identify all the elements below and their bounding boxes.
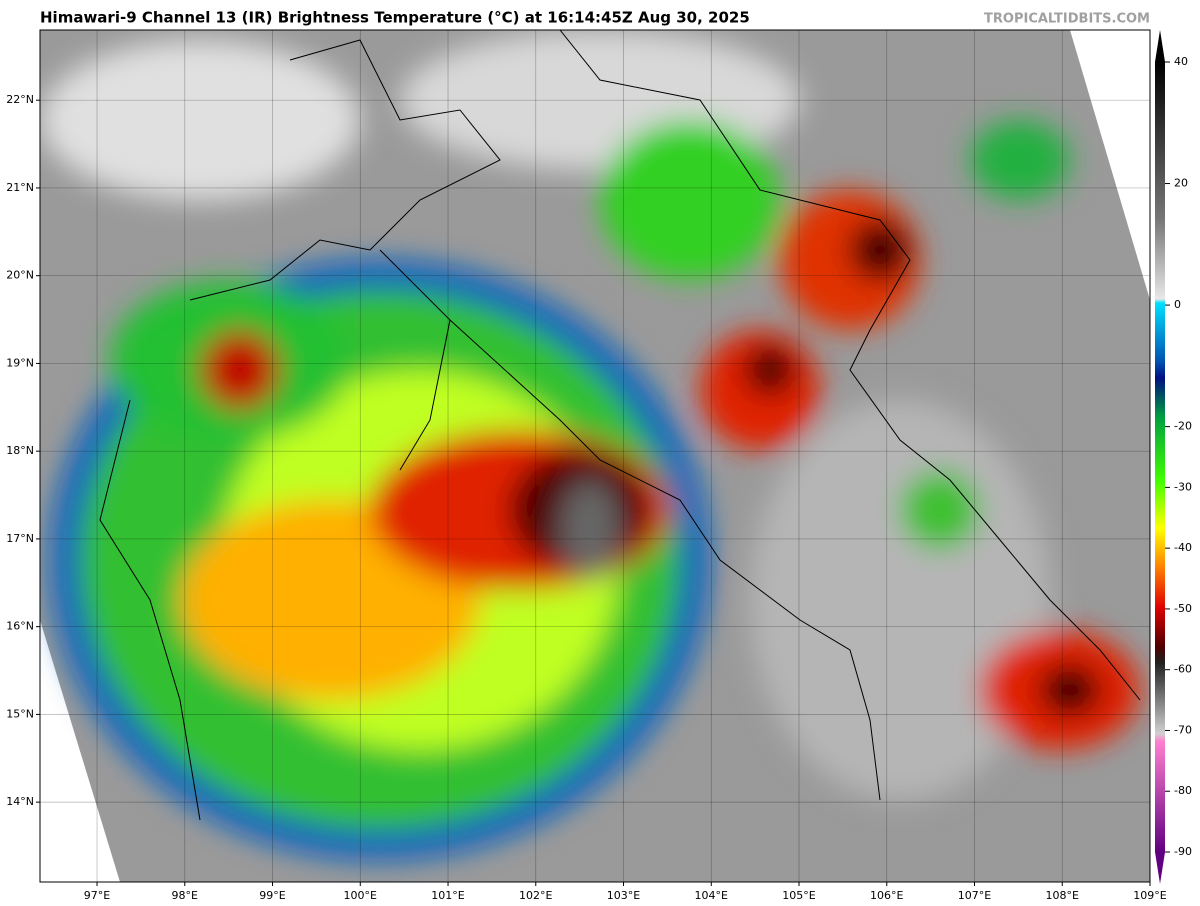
colorbar-tick-label: 40 <box>1174 55 1188 68</box>
x-tick-label: 109°E <box>1133 889 1166 902</box>
colorbar-tick-label: 20 <box>1174 177 1188 190</box>
colorbar-tick-label: -20 <box>1174 420 1192 433</box>
y-tick-label: 15°N <box>6 707 34 720</box>
cloud <box>745 345 795 395</box>
graticule <box>40 30 1151 882</box>
watermark: TROPICALTIDBITS.COM <box>984 12 1150 27</box>
colorbar-tick-label: -40 <box>1174 541 1192 554</box>
x-tick-label: 97°E <box>84 889 110 902</box>
y-tick-label: 19°N <box>6 356 34 369</box>
x-tick-label: 100°E <box>344 889 377 902</box>
colorbar-tick-label: -50 <box>1174 602 1192 615</box>
no-data <box>1070 30 1150 300</box>
satellite-image <box>40 30 1150 882</box>
colorbar-tick-label: -30 <box>1174 480 1192 493</box>
y-tick-label: 18°N <box>6 444 34 457</box>
colorbar-extend-bottom <box>1155 852 1165 884</box>
y-tick-label: 20°N <box>6 269 34 282</box>
colorbar-tick-label: -60 <box>1174 663 1192 676</box>
cloud <box>200 330 280 410</box>
x-tick-label: 108°E <box>1046 889 1079 902</box>
cloud-tops <box>40 30 1140 860</box>
borders <box>99 30 1141 821</box>
colorbar <box>1155 62 1165 852</box>
title: Himawari-9 Channel 13 (IR) Brightness Te… <box>40 9 750 27</box>
cloud <box>900 470 980 550</box>
no-data <box>40 620 120 882</box>
cloud <box>40 40 360 200</box>
cloud <box>600 120 780 280</box>
y-tick-label: 21°N <box>6 181 34 194</box>
colorbar-tick-label: -70 <box>1174 723 1192 736</box>
x-tick-label: 102°E <box>519 889 552 902</box>
x-tick-label: 106°E <box>870 889 903 902</box>
y-tick-label: 17°N <box>6 532 34 545</box>
colorbar-tick-label: -80 <box>1174 784 1192 797</box>
x-tick-label: 103°E <box>607 889 640 902</box>
x-tick-label: 105°E <box>782 889 815 902</box>
colorbar-tick-label: -90 <box>1174 845 1192 858</box>
cloud <box>560 480 620 580</box>
x-tick-label: 99°E <box>259 889 285 902</box>
colorbar-tick-label: 0 <box>1174 298 1181 311</box>
colorbar-extend-top <box>1155 30 1165 62</box>
cloud <box>850 220 910 280</box>
x-tick-label: 101°E <box>431 889 464 902</box>
y-tick-label: 16°N <box>6 620 34 633</box>
y-tick-label: 14°N <box>6 795 34 808</box>
x-tick-label: 98°E <box>172 889 198 902</box>
map-frame <box>39 29 1151 883</box>
x-tick-label: 104°E <box>695 889 728 902</box>
cloud <box>970 120 1070 200</box>
x-tick-label: 107°E <box>958 889 991 902</box>
y-tick-label: 22°N <box>6 93 34 106</box>
cloud <box>750 400 1050 800</box>
cloud <box>1040 665 1100 715</box>
